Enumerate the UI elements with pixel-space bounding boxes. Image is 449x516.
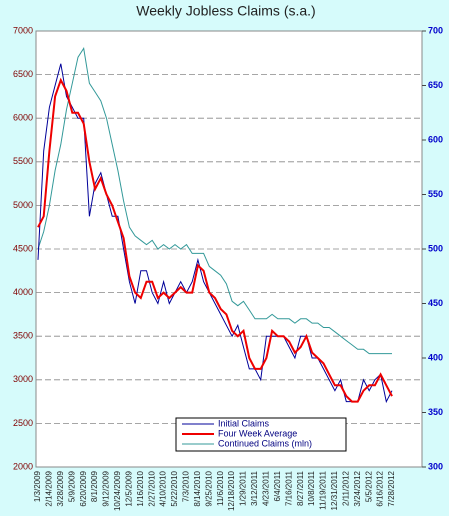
y-tick-label: 3000 xyxy=(13,374,33,384)
chart-title: Weekly Jobless Claims (s.a.) xyxy=(136,3,315,19)
y2-tick-label: 400 xyxy=(428,352,443,362)
y-tick-label: 3500 xyxy=(13,331,33,341)
x-tick-label: 1/29/2011 xyxy=(239,470,248,506)
x-tick-label: 10/8/2011 xyxy=(307,470,316,506)
x-tick-label: 4/10/2010 xyxy=(159,470,168,506)
x-tick-label: 7/16/2011 xyxy=(284,470,293,506)
x-tick-label: 2/11/2012 xyxy=(341,470,350,506)
y2-tick-label: 300 xyxy=(428,461,443,471)
x-tick-label: 5/5/2012 xyxy=(364,470,373,502)
y2-tick-label: 350 xyxy=(428,407,443,417)
series-line xyxy=(37,63,393,404)
x-tick-label: 7/3/2010 xyxy=(182,470,191,502)
y2-tick-label: 600 xyxy=(428,134,443,144)
y-tick-label: 4000 xyxy=(13,287,33,297)
x-tick-label: 8/27/2011 xyxy=(296,470,305,506)
y-tick-label: 5000 xyxy=(13,200,33,210)
x-tick-label: 3/28/2009 xyxy=(56,470,65,506)
x-tick-label: 3/24/2012 xyxy=(353,470,362,506)
x-tick-label: 7/28/2012 xyxy=(387,470,396,506)
y2-tick-label: 550 xyxy=(428,189,443,199)
y2-tick-label: 450 xyxy=(428,298,443,308)
y2-tick-label: 500 xyxy=(428,243,443,253)
x-tick-label: 8/1/2009 xyxy=(90,470,99,502)
x-tick-label: 8/14/2010 xyxy=(193,470,202,506)
y-tick-label: 7000 xyxy=(13,25,33,35)
x-tick-label: 11/6/2010 xyxy=(216,470,225,506)
y2-tick-label: 700 xyxy=(428,25,443,35)
y-tick-label: 5500 xyxy=(13,156,33,166)
y-tick-label: 2000 xyxy=(13,461,33,471)
x-tick-label: 12/31/2011 xyxy=(330,470,339,510)
x-tick-label: 3/12/2011 xyxy=(250,470,259,506)
x-tick-label: 12/5/2009 xyxy=(124,470,133,506)
series-line xyxy=(37,77,393,403)
legend-label: Continued Claims (mln) xyxy=(218,438,312,448)
y-tick-label: 6000 xyxy=(13,113,33,123)
x-tick-label: 6/4/2011 xyxy=(273,470,282,501)
legend-label: Initial Claims xyxy=(218,418,270,428)
x-tick-label: 2/27/2010 xyxy=(147,470,156,506)
x-tick-label: 11/19/2011 xyxy=(319,470,328,509)
y2-tick-label: 650 xyxy=(428,80,443,90)
x-tick-label: 6/16/2012 xyxy=(376,470,385,506)
y-tick-label: 6500 xyxy=(13,69,33,79)
x-tick-label: 12/18/2010 xyxy=(227,470,236,511)
y-tick-label: 2500 xyxy=(13,418,33,428)
y-tick-label: 4500 xyxy=(13,243,33,253)
x-tick-label: 2/14/2009 xyxy=(45,470,54,506)
legend-label: Four Week Average xyxy=(218,428,297,438)
x-tick-label: 6/20/2009 xyxy=(79,470,88,506)
x-tick-label: 10/24/2009 xyxy=(113,470,122,511)
x-tick-label: 9/12/2009 xyxy=(102,470,111,506)
series-line xyxy=(37,47,392,355)
x-tick-label: 5/22/2010 xyxy=(170,470,179,506)
x-tick-label: 1/3/2009 xyxy=(33,470,42,502)
x-tick-label: 5/9/2009 xyxy=(67,470,76,502)
x-tick-label: 9/25/2010 xyxy=(204,470,213,506)
x-tick-label: 4/23/2011 xyxy=(261,470,270,506)
x-tick-label: 1/16/2010 xyxy=(136,470,145,506)
